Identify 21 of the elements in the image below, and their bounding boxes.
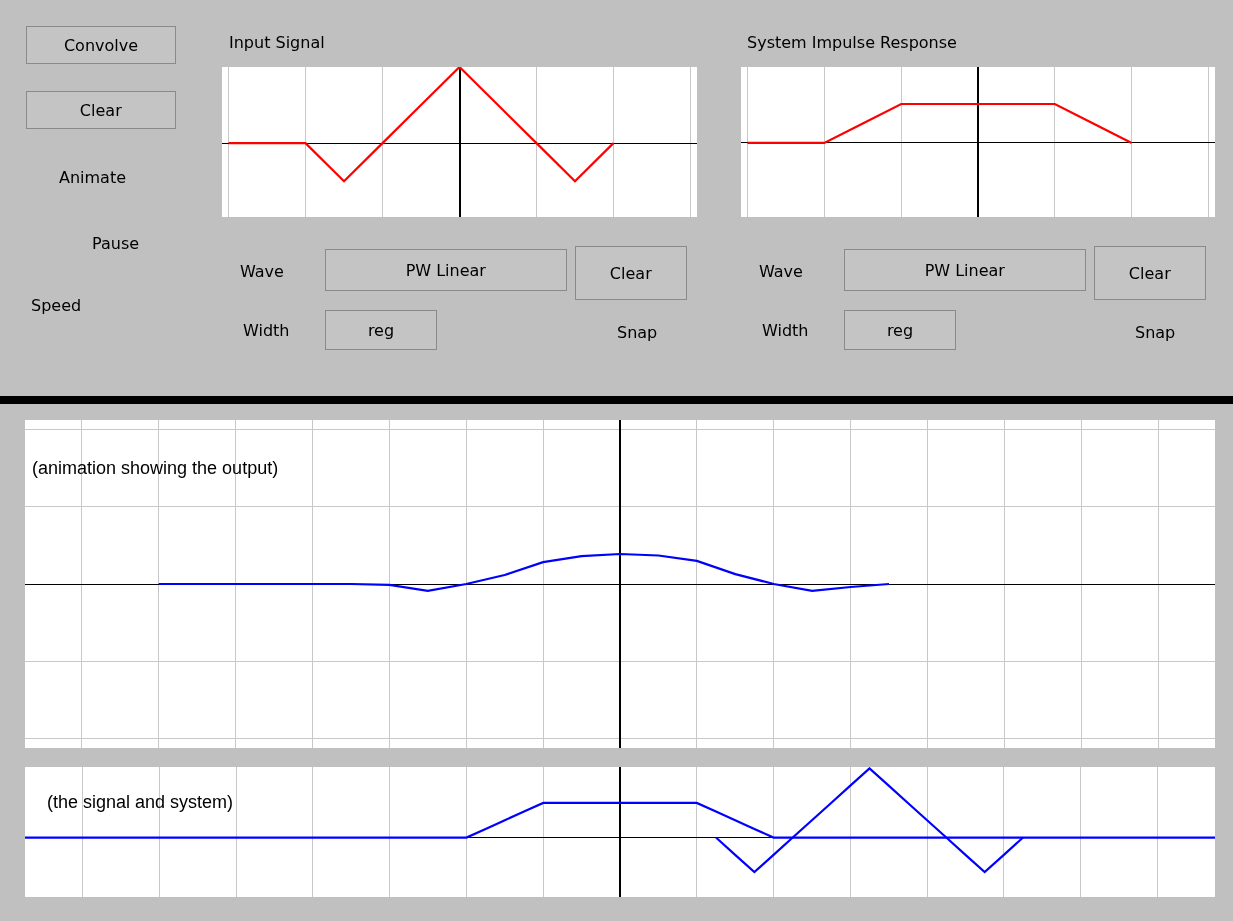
text: Animate [59,168,127,187]
text: PW Linear [405,260,487,280]
text: Convolve [63,35,139,55]
annotation: (the signal and system) [47,792,234,812]
text: Snap [617,323,658,342]
text: Clear [79,100,123,120]
text: Pause [92,234,140,253]
text: Snap [1135,323,1176,342]
chart-title: System Impulse Response [747,33,957,52]
text: Wave [240,262,284,281]
text: Width [762,321,809,340]
text: reg [886,320,914,340]
text: Wave [759,262,803,281]
text: Speed [31,296,82,315]
text: Width [243,321,290,340]
chart-title: Input Signal [229,33,325,52]
text: Clear [609,263,653,283]
text: reg [367,320,395,340]
text: (animation showing the output) [32,458,279,478]
text: PW Linear [924,260,1006,280]
text: Clear [1128,263,1172,283]
